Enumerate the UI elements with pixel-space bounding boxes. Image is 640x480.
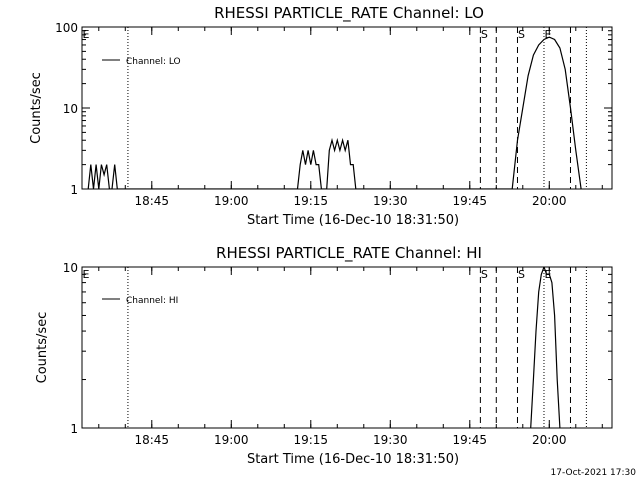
vertical-marker-label: S	[481, 268, 488, 281]
vertical-marker-label: E	[83, 268, 90, 281]
footer-timestamp: 17-Oct-2021 17:30	[551, 468, 637, 478]
y-axis-label: Counts/sec	[29, 72, 44, 144]
chart-panel-1: RHESSI PARTICLE_RATE Channel: LO Start Ti…	[29, 4, 613, 228]
x-tick-label: 19:30	[373, 194, 408, 208]
series-line-channel-hi	[530, 267, 561, 428]
plot-frame	[81, 26, 613, 190]
legend-entry: Channel: HI	[126, 296, 178, 306]
y-tick-label: 10	[63, 102, 78, 116]
y-tick-label: 1	[70, 183, 78, 197]
x-tick-label: 19:45	[452, 433, 487, 447]
chart-title: RHESSI PARTICLE_RATE Channel: HI	[216, 244, 482, 263]
x-tick-label: 19:00	[214, 433, 249, 447]
y-axis-label: Counts/sec	[35, 312, 50, 384]
x-tick-label: 18:45	[134, 433, 169, 447]
x-axis-label: Start Time (16-Dec-10 18:31:50)	[247, 452, 459, 467]
vertical-marker-label: S	[518, 268, 525, 281]
x-axis-label: Start Time (16-Dec-10 18:31:50)	[247, 213, 459, 228]
chart-panel-2: RHESSI PARTICLE_RATE Channel: HI Start Ti…	[35, 244, 613, 467]
x-tick-label: 19:45	[452, 194, 487, 208]
vertical-marker-label: S	[481, 28, 488, 41]
x-tick-label: 19:30	[373, 433, 408, 447]
y-tick-label: 10	[63, 261, 78, 275]
vertical-marker-label: E	[545, 28, 552, 41]
x-tick-label: 19:00	[214, 194, 249, 208]
x-tick-label: 19:15	[293, 194, 328, 208]
x-tick-label: 20:00	[532, 433, 567, 447]
plot-frame	[81, 266, 613, 429]
legend-entry: Channel: LO	[126, 57, 181, 67]
x-tick-label: 19:15	[293, 433, 328, 447]
y-tick-label: 1	[70, 422, 78, 436]
x-tick-label: 20:00	[532, 194, 567, 208]
vertical-marker-label: E	[83, 28, 90, 41]
x-tick-label: 18:45	[134, 194, 169, 208]
chart-title: RHESSI PARTICLE_RATE Channel: LO	[214, 4, 484, 23]
y-tick-label: 100	[55, 21, 78, 35]
vertical-marker-label: S	[518, 28, 525, 41]
series-line-channel-lo	[87, 36, 582, 189]
